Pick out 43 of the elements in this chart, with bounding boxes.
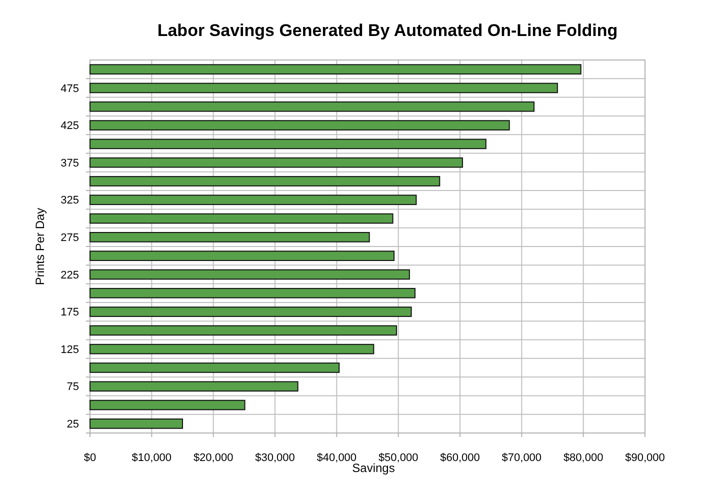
bar bbox=[90, 325, 397, 336]
x-tick-label: $0 bbox=[84, 452, 96, 464]
y-tick-label: 375 bbox=[60, 157, 79, 170]
bar bbox=[90, 418, 183, 429]
bar bbox=[90, 269, 410, 280]
bar bbox=[90, 250, 395, 261]
x-tick-label: $20,000 bbox=[193, 452, 234, 464]
bar bbox=[90, 362, 340, 373]
bar bbox=[90, 138, 486, 150]
bar bbox=[90, 232, 370, 242]
bar bbox=[90, 194, 417, 206]
y-tick-label: 425 bbox=[60, 120, 79, 132]
bar bbox=[90, 306, 412, 317]
bar bbox=[90, 64, 582, 74]
bar bbox=[90, 120, 510, 130]
y-tick-label: 275 bbox=[60, 232, 79, 244]
y-tick-label: 225 bbox=[60, 269, 79, 282]
x-tick-label: $30,000 bbox=[255, 452, 295, 464]
x-tick-label: $40,000 bbox=[316, 452, 357, 464]
bar bbox=[90, 213, 394, 224]
bar bbox=[90, 344, 374, 354]
bar bbox=[90, 157, 463, 168]
bar bbox=[90, 176, 440, 186]
bar bbox=[90, 82, 558, 94]
x-tick-label: $60,000 bbox=[440, 452, 480, 464]
y-tick-label: 25 bbox=[66, 418, 79, 431]
x-tick-label: $10,000 bbox=[132, 452, 172, 464]
x-tick-label: $50,000 bbox=[378, 452, 418, 464]
x-tick-label: $80,000 bbox=[563, 452, 604, 464]
bar bbox=[90, 101, 534, 112]
bar bbox=[90, 381, 298, 392]
y-tick-label: 175 bbox=[60, 306, 79, 319]
bar bbox=[90, 288, 416, 298]
x-axis-title: Savings bbox=[352, 461, 395, 475]
x-tick-label: $90,000 bbox=[625, 452, 665, 464]
y-tick-label: 125 bbox=[60, 344, 79, 356]
y-tick-label: 475 bbox=[60, 82, 79, 95]
x-tick-label: $70,000 bbox=[502, 452, 542, 464]
y-tick-label: 325 bbox=[60, 194, 79, 207]
y-axis-title: Prints Per Day bbox=[33, 208, 47, 286]
y-tick-label: 75 bbox=[66, 381, 79, 394]
chart-title: Labor Savings Generated By Automated On-Line Folding bbox=[157, 21, 618, 40]
bar bbox=[90, 400, 246, 410]
